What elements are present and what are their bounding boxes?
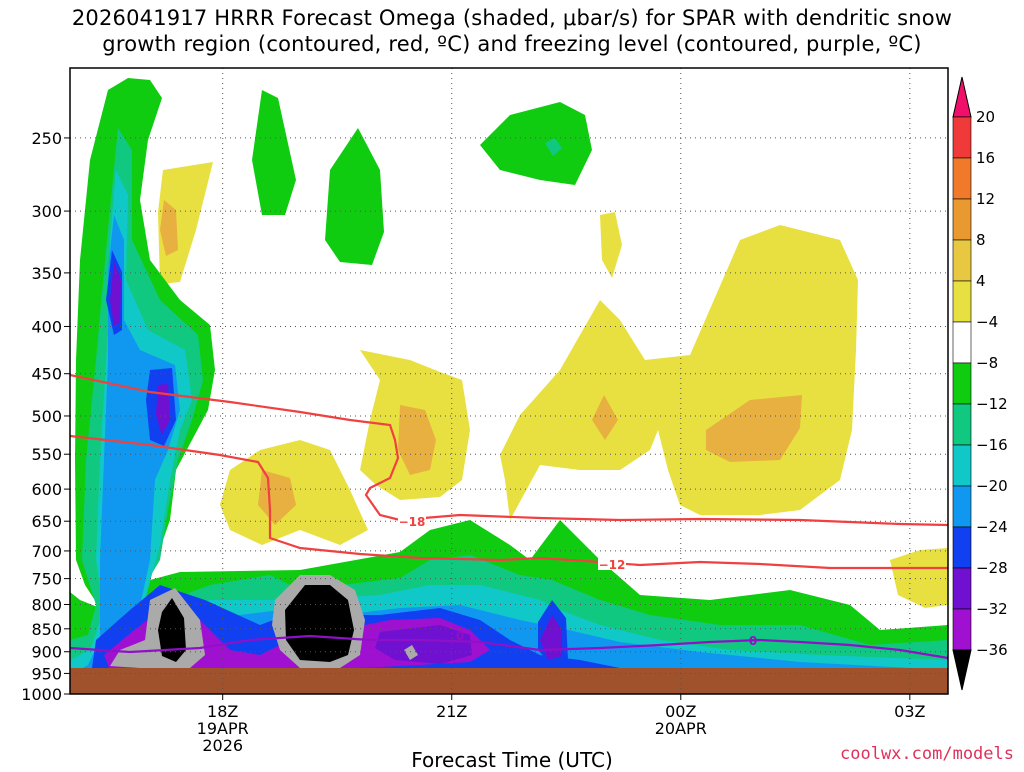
contour-label-bg (598, 558, 626, 570)
colorbar-top-arrow (952, 76, 972, 118)
x-tick-label: 03Z (894, 702, 925, 721)
y-tick-label: 450 (31, 365, 62, 384)
colorbar-label: −4 (976, 313, 998, 331)
y-axis: 250 300 350 400 450 500 550 600 650 700 750 800 850 9… (21, 129, 70, 704)
colorbar-label: 12 (976, 190, 995, 208)
y-tick-label: 750 (31, 570, 62, 589)
colorbar-label: −24 (976, 518, 1008, 536)
omega-positive-region (160, 200, 178, 256)
omega-negative-region (545, 138, 562, 156)
colorbar-label: 16 (976, 149, 995, 167)
dendritic-contour-lower (69, 434, 948, 570)
contour-lines (69, 373, 949, 660)
colorbar-band (952, 198, 972, 241)
omega-positive-region (220, 440, 368, 545)
colorbar-label: −16 (976, 436, 1008, 454)
y-tick-label: 250 (31, 129, 62, 148)
x-tick-label: 21Z (436, 702, 467, 721)
y-tick-label: 400 (31, 317, 62, 336)
colorbar-band (952, 567, 972, 610)
colorbar-band (952, 403, 972, 446)
y-tick-label: 550 (31, 445, 62, 464)
freezing-level-contour (69, 634, 949, 660)
omega-negative-region (325, 128, 384, 265)
y-tick-label: 1000 (21, 685, 62, 704)
colorbar-band (952, 116, 972, 159)
y-tick-label: 650 (31, 512, 62, 531)
omega-positive-region (592, 395, 618, 440)
colorbar-label: 20 (976, 108, 995, 126)
contour-label-dendritic-lower: −12 (599, 558, 626, 572)
y-tick-label: 950 (31, 664, 62, 683)
contour-label-bg (398, 515, 426, 527)
omega-negative-region (480, 102, 592, 185)
colorbar-band (952, 362, 972, 405)
omega-negative-region (156, 384, 170, 435)
dendritic-contour-upper (69, 373, 949, 527)
omega-shaded-field (70, 78, 948, 694)
contour-label-freezing-level-2: 0 (456, 629, 464, 643)
omega-negative-region (110, 262, 121, 326)
omega-positive-region (500, 225, 858, 520)
chart-title-line-1: 2026041917 HRRR Forecast Omega (shaded, … (71, 6, 953, 30)
colorbar-label: −32 (976, 600, 1008, 618)
x-tick-label: 18Z (207, 702, 238, 721)
colorbar-label: 4 (976, 272, 986, 290)
colorbar-band (952, 321, 972, 364)
omega-negative-region (252, 90, 296, 215)
colorbar-bottom-arrow (952, 649, 972, 691)
colorbar-band (952, 157, 972, 200)
colorbar-label: −8 (976, 354, 998, 372)
y-tick-label: 850 (31, 620, 62, 639)
y-tick-label: 900 (31, 643, 62, 662)
colorbar-band (952, 444, 972, 487)
colorbar-band (952, 608, 972, 651)
y-tick-label: 300 (31, 202, 62, 221)
colorbar-label: −28 (976, 559, 1008, 577)
y-tick-label: 700 (31, 542, 62, 561)
omega-negative-region (404, 645, 418, 660)
credit-link[interactable]: coolwx.com/models (840, 744, 1014, 764)
y-tick-label: 350 (31, 264, 62, 283)
colorbar-band (952, 485, 972, 528)
omega-positive-region (158, 162, 213, 284)
y-tick-label: 500 (31, 407, 62, 426)
colorbar-band (952, 239, 972, 282)
colorbar: 20 16 12 8 4 −4 −8 −12 −16 −20 −24 −28 −32 −36 (952, 76, 1008, 691)
x-tick-year: 2026 (202, 736, 243, 755)
omega-negative-region (158, 598, 186, 662)
y-tick-label: 600 (31, 480, 62, 499)
x-tick-date: 20APR (655, 719, 707, 738)
colorbar-band (952, 526, 972, 569)
colorbar-label: −20 (976, 477, 1008, 495)
colorbar-band (952, 280, 972, 323)
ground-surface (70, 668, 948, 694)
omega-positive-region (706, 395, 802, 462)
omega-negative-region (285, 585, 354, 662)
colorbar-label: 8 (976, 231, 986, 249)
contour-label-dendritic-upper: −18 (399, 515, 426, 529)
plot-frame (69, 67, 949, 695)
omega-positive-region (600, 212, 622, 278)
y-tick-label: 800 (31, 595, 62, 614)
chart-title-line-2: growth region (contoured, red, ºC) and f… (102, 32, 922, 56)
omega-positive-region (398, 405, 436, 475)
omega-negative-region (375, 625, 472, 664)
colorbar-label: −12 (976, 395, 1008, 413)
colorbar-label: −36 (976, 641, 1008, 659)
omega-positive-region (890, 548, 948, 608)
contour-label-freezing-level: 0 (749, 634, 757, 648)
x-tick-date: 19APR (197, 719, 249, 738)
x-tick-label: 00Z (665, 702, 696, 721)
